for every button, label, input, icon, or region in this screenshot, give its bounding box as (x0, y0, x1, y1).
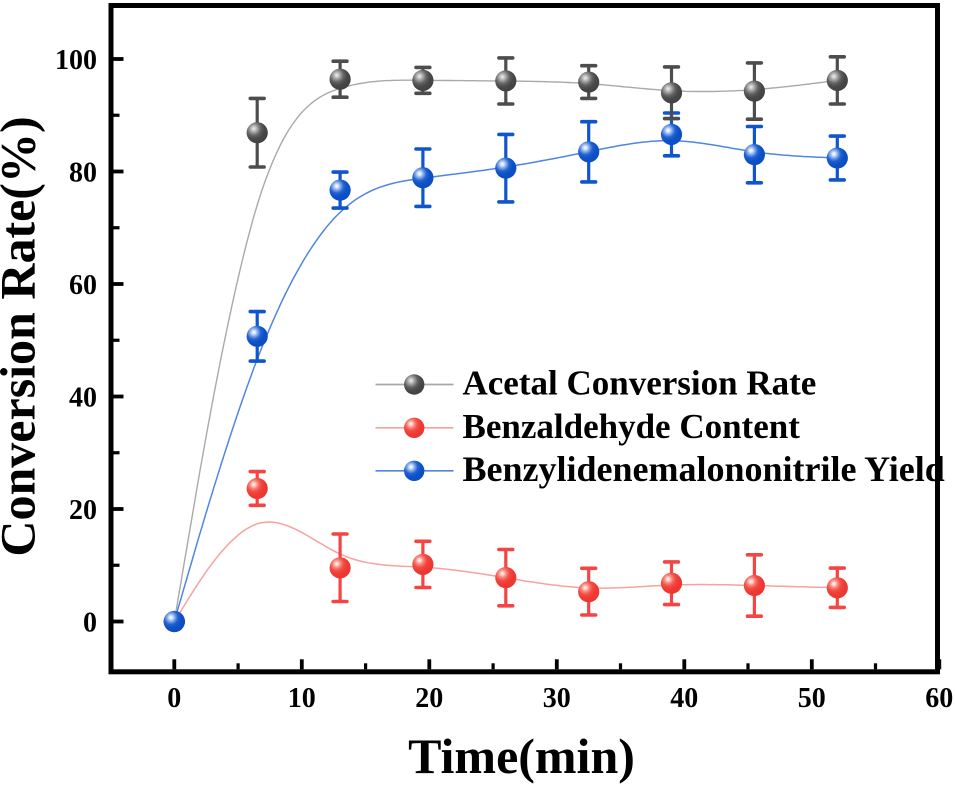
svg-text:Benzylidenemalononitrile Yield: Benzylidenemalononitrile Yield (463, 449, 945, 489)
svg-text:0: 0 (167, 683, 181, 714)
svg-text:Time(min): Time(min) (408, 728, 635, 784)
svg-text:40: 40 (69, 383, 97, 414)
svg-text:Benzaldehyde Content: Benzaldehyde Content (463, 407, 801, 446)
svg-text:100: 100 (55, 45, 97, 76)
svg-text:Acetal Conversion Rate: Acetal Conversion Rate (463, 364, 817, 403)
svg-text:Conversion Rate(%): Conversion Rate(%) (0, 116, 46, 556)
svg-text:20: 20 (415, 683, 443, 714)
svg-text:30: 30 (543, 683, 571, 714)
svg-text:50: 50 (798, 683, 826, 714)
svg-text:40: 40 (670, 683, 698, 714)
svg-text:20: 20 (69, 495, 97, 526)
svg-text:10: 10 (288, 683, 316, 714)
svg-text:80: 80 (69, 158, 97, 189)
svg-text:60: 60 (69, 270, 97, 301)
svg-text:0: 0 (83, 608, 97, 639)
svg-text:60: 60 (925, 683, 953, 714)
